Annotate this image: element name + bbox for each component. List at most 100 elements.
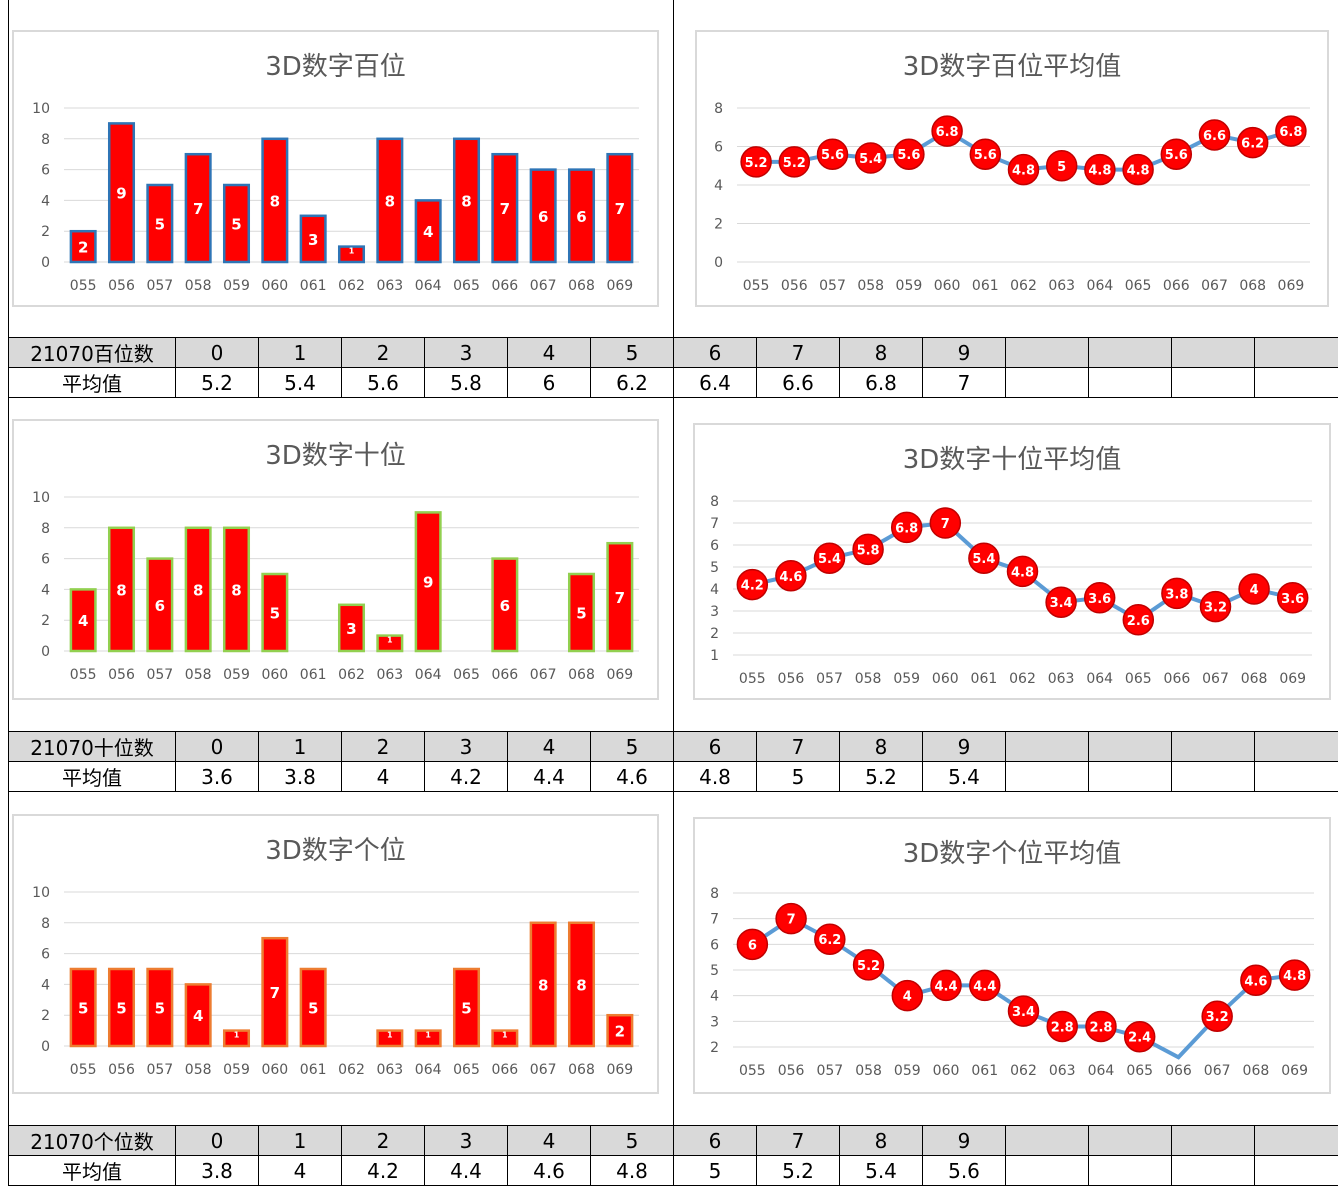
x-tick-label: 069 [1279, 671, 1306, 687]
table-cell: 0 [175, 337, 259, 368]
table-cell: 5.4 [922, 761, 1006, 792]
bar [69, 588, 97, 653]
y-tick-label: 4 [41, 193, 50, 209]
line-marker [1276, 582, 1309, 614]
point-data-label: 5.2 [857, 959, 880, 974]
x-tick-label: 055 [70, 1062, 97, 1078]
table-cell: 8 [839, 1125, 923, 1156]
line-marker [1007, 995, 1040, 1027]
x-tick-label: 064 [415, 278, 442, 294]
table-header-row: 21070百位数 0 1 2 3 4 5 6 7 8 9 [8, 337, 1338, 368]
line-marker [1123, 1020, 1156, 1053]
bar [337, 603, 366, 653]
bar [567, 921, 596, 1048]
x-tick-label: 062 [338, 1062, 365, 1078]
x-tick-label: 062 [1010, 278, 1037, 294]
table-cell [1254, 337, 1338, 368]
bar [414, 199, 442, 264]
table-cell [1171, 367, 1255, 398]
table-cell: 4.4 [424, 1155, 508, 1186]
point-data-label: 5.6 [974, 148, 997, 163]
bar-data-label: 2 [78, 239, 88, 257]
point-data-label: 6.2 [818, 933, 841, 948]
y-tick-label: 4 [41, 977, 50, 993]
table-cell: 7 [756, 731, 840, 762]
table-cell: 5 [756, 761, 840, 792]
y-tick-label: 2 [41, 1008, 50, 1024]
bar-data-label: 8 [193, 581, 203, 599]
table-cell: 5 [590, 1125, 674, 1156]
point-data-label: 2.8 [1089, 1020, 1112, 1035]
table-cell: 7 [756, 337, 840, 368]
x-tick-label: 057 [146, 278, 173, 294]
hundreds-bar-chart: 3D数字百位 0 2 4 6 8 10 055 056 057 058 059 060 061 062 06… [12, 30, 659, 307]
bar [222, 526, 251, 653]
x-tick-label: 059 [894, 1063, 921, 1079]
bar-data-label: 4 [193, 1007, 203, 1025]
point-data-label: 6.6 [1203, 129, 1226, 144]
table-cell: 5.4 [839, 1155, 923, 1186]
point-data-label: 5.6 [821, 148, 844, 163]
table-cell: 3 [424, 1125, 508, 1156]
table-cell: 5.4 [258, 367, 342, 398]
bar-data-label: 1 [387, 1031, 393, 1040]
x-tick-label: 055 [70, 278, 97, 294]
bar [606, 152, 634, 264]
table-cell: 5.6 [341, 367, 425, 398]
column-divider [673, 394, 674, 731]
table-cell: 6 [673, 731, 757, 762]
table-cell [1254, 1155, 1338, 1186]
row-label: 平均值 [8, 761, 176, 792]
point-data-label: 4.8 [1011, 565, 1034, 580]
x-tick-label: 062 [338, 278, 365, 294]
x-tick-label: 067 [1204, 1063, 1231, 1079]
chart-plot: 1 2 3 4 5 6 7 8 055 056 057 058 059 060 061 062 063 064 06… [710, 494, 1312, 687]
point-data-label: 2.8 [1051, 1020, 1074, 1035]
table-cell: 4 [341, 761, 425, 792]
point-data-label: 5.6 [1165, 148, 1188, 163]
bar-data-label: 5 [461, 1000, 471, 1018]
table-cell: 5.6 [922, 1155, 1006, 1186]
point-data-label: 3.4 [1050, 596, 1073, 611]
y-tick-label: 8 [714, 101, 723, 117]
y-tick-label: 4 [710, 582, 719, 598]
chart-plot: 0 2 4 6 8 055 056 057 058 059 060 061 062 063 064 065 06… [714, 101, 1310, 294]
line-marker [968, 542, 1000, 574]
bar-data-label: 5 [155, 1000, 165, 1018]
line-marker [1083, 582, 1116, 614]
bar-data-label: 5 [116, 1000, 126, 1018]
point-data-label: 6.2 [1241, 137, 1264, 152]
x-tick-label: 060 [261, 1062, 288, 1078]
table-row: 平均值 5.2 5.4 5.6 5.8 6 6.2 6.4 6.6 6.8 7 [8, 367, 1338, 398]
table-cell [1171, 761, 1255, 792]
y-tick-label: 3 [710, 604, 719, 620]
bar-data-label: 7 [615, 200, 625, 218]
table-cell: 3.8 [175, 1155, 259, 1186]
bar-data-label: 9 [116, 185, 126, 203]
bar [606, 1013, 634, 1048]
y-tick-label: 5 [710, 560, 719, 576]
table-cell: 0 [175, 731, 259, 762]
point-data-label: 5.2 [745, 156, 768, 171]
hundreds-average-table: 21070百位数 0 1 2 3 4 5 6 7 8 9 平均值 5.2 5.4 5.6 5.8 6 6.2 6.4… [8, 337, 1338, 398]
x-tick-label: 057 [819, 278, 846, 294]
table-cell: 3 [424, 337, 508, 368]
bar [69, 229, 97, 264]
x-tick-label: 058 [857, 278, 884, 294]
x-tick-label: 066 [491, 1062, 518, 1078]
x-tick-label: 056 [781, 278, 808, 294]
y-tick-label: 4 [714, 178, 723, 194]
x-tick-label: 056 [108, 1062, 135, 1078]
x-tick-label: 058 [855, 671, 882, 687]
x-tick-label: 069 [1278, 278, 1305, 294]
table-cell: 4.2 [424, 761, 508, 792]
bar [261, 572, 289, 653]
bar [261, 137, 289, 264]
table-cell: 6.4 [673, 367, 757, 398]
bar-data-label: 5 [270, 605, 280, 623]
chart-plot: 0 2 4 6 8 10 055 056 057 058 059 060 061 062 063 064 065… [32, 490, 639, 683]
x-tick-label: 057 [146, 1062, 173, 1078]
line-marker [740, 146, 772, 178]
bar-data-label: 6 [155, 597, 165, 615]
line-marker [736, 568, 769, 601]
